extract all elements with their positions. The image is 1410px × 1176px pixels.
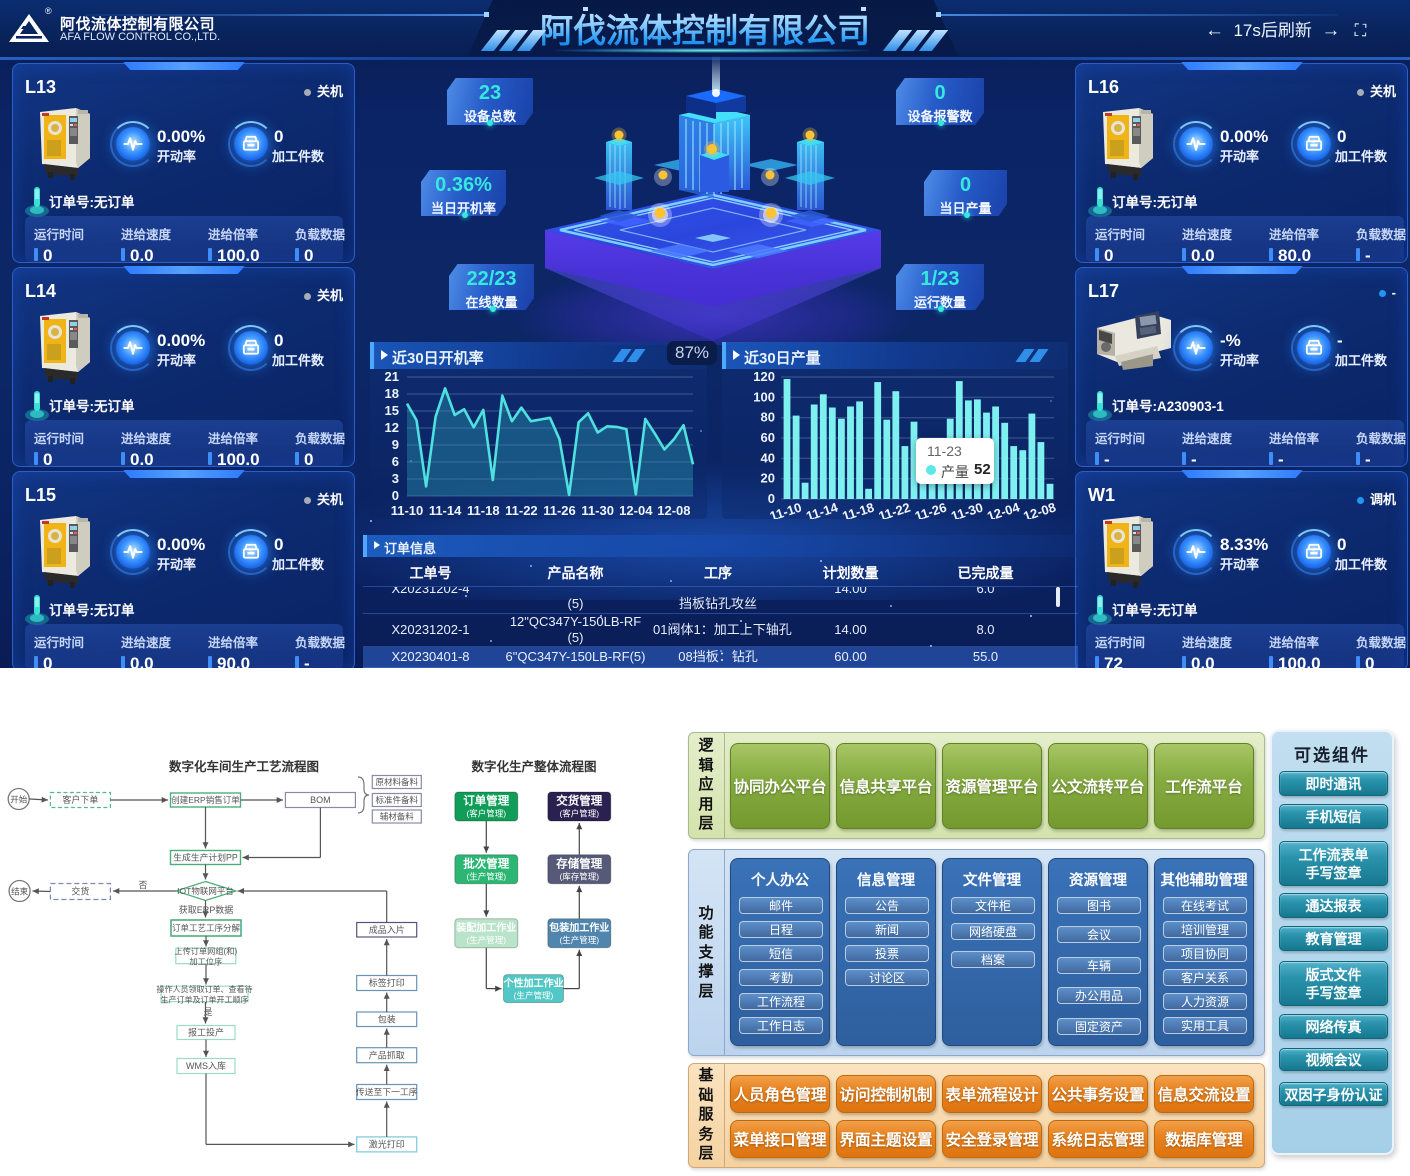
svg-text:11-26: 11-26 [543,503,576,518]
svg-text:11-22: 11-22 [505,503,538,518]
svg-text:个性加工作业: 个性加工作业 [503,977,564,990]
svg-text:0: 0 [768,491,775,506]
svg-text:创建ERP销售订单: 创建ERP销售订单 [171,795,240,805]
svg-text:11-22: 11-22 [877,500,913,519]
svg-text:原材料备料: 原材料备料 [376,777,419,787]
svg-text:产品抓取: 产品抓取 [369,1049,405,1060]
svg-text:11-18: 11-18 [840,500,876,519]
svg-text:开始: 开始 [10,795,28,805]
svg-text:3: 3 [392,471,399,486]
svg-text:11-26: 11-26 [913,500,949,519]
svg-text:生成生产计划PP: 生成生产计划PP [173,852,238,863]
svg-text:12-08: 12-08 [657,503,690,518]
svg-text:6: 6 [392,454,399,469]
svg-text:40: 40 [761,450,775,465]
svg-text:结束: 结束 [11,887,29,897]
svg-text:订单管理: 订单管理 [463,794,509,808]
svg-text:上传订单网组(和): 上传订单网组(和) [174,946,237,956]
svg-text:辅材备料: 辅材备料 [380,812,415,822]
svg-text:否: 否 [138,880,147,890]
svg-text:18: 18 [385,386,399,401]
svg-text:12-04: 12-04 [985,499,1022,519]
svg-text:(生产管理): (生产管理) [466,871,506,881]
svg-text:客户下单: 客户下单 [62,794,98,805]
svg-text:(库存管理): (库存管理) [559,871,599,881]
svg-text:60: 60 [761,430,775,445]
svg-text:包装: 包装 [378,1013,396,1024]
svg-text:激光打印: 激光打印 [369,1139,405,1150]
svg-text:传送至下一工序: 传送至下一工序 [356,1086,418,1097]
svg-text:IOT物联网平台: IOT物联网平台 [177,886,234,896]
svg-text:BOM: BOM [310,795,331,805]
svg-text:11-30: 11-30 [949,500,985,519]
svg-text:报工投产: 报工投产 [188,1027,224,1038]
svg-text:0: 0 [392,488,399,503]
svg-text:生产订单及订单开工顺序: 生产订单及订单开工顺序 [161,994,249,1004]
svg-text:80: 80 [761,410,775,425]
svg-text:加工位序: 加工位序 [189,956,222,966]
svg-text:11-14: 11-14 [804,499,840,519]
svg-text:数字化生产整体流程图: 数字化生产整体流程图 [470,759,596,774]
svg-text:12-08: 12-08 [1021,499,1057,519]
svg-text:(客户管理): (客户管理) [466,809,506,819]
svg-text:11-30: 11-30 [581,503,614,518]
svg-text:(客户管理): (客户管理) [559,809,599,819]
svg-text:操作人员领取订单、查看待: 操作人员领取订单、查看待 [157,984,253,994]
svg-text:11-10: 11-10 [391,503,424,518]
svg-text:批次管理: 批次管理 [463,856,509,870]
svg-text:20: 20 [761,471,775,486]
svg-text:(生产管理): (生产管理) [466,935,506,945]
svg-text:WMS入库: WMS入库 [186,1060,226,1071]
svg-text:11-18: 11-18 [467,503,500,518]
svg-text:标准件备料: 标准件备料 [376,795,419,805]
svg-text:标签打印: 标签打印 [369,977,405,988]
svg-text:交货: 交货 [71,886,89,897]
svg-text:(生产管理): (生产管理) [559,935,599,945]
svg-text:9: 9 [392,437,399,452]
svg-text:21: 21 [385,369,399,384]
svg-text:获取ERP数据: 获取ERP数据 [179,904,234,915]
svg-text:订单工艺工序分解: 订单工艺工序分解 [172,923,241,933]
svg-text:11-14: 11-14 [429,503,462,518]
svg-text:120: 120 [753,369,775,384]
svg-text:存储管理: 存储管理 [556,856,602,870]
svg-text:包装加工作业: 包装加工作业 [549,921,609,934]
svg-text:12-04: 12-04 [619,503,653,518]
svg-text:成品入片: 成品入片 [369,924,405,935]
svg-text:装配加工作业: 装配加工作业 [455,921,516,934]
svg-text:12: 12 [385,420,399,435]
svg-text:交货管理: 交货管理 [556,794,602,808]
svg-text:数字化车间生产工艺流程图: 数字化车间生产工艺流程图 [168,759,319,774]
svg-text:100: 100 [753,389,775,404]
svg-text:(生产管理): (生产管理) [514,991,554,1001]
svg-text:15: 15 [385,403,399,418]
svg-text:是: 是 [203,1007,212,1017]
